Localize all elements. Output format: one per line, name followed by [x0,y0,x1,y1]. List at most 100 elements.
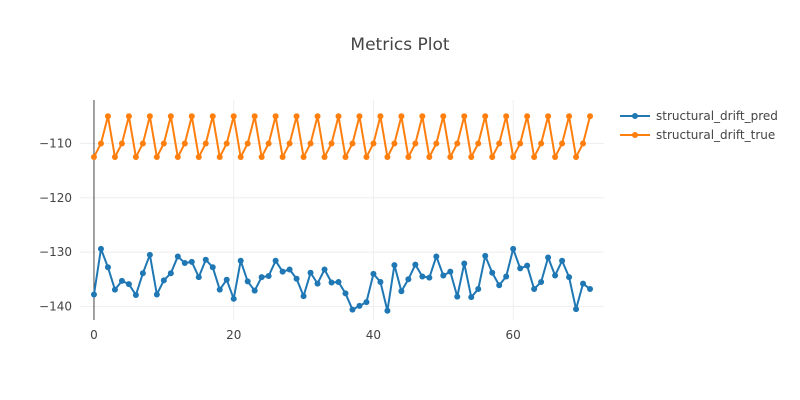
data-point[interactable] [174,154,181,161]
data-point[interactable] [111,286,118,293]
data-point[interactable] [279,268,286,275]
data-point[interactable] [391,262,398,269]
data-point[interactable] [314,280,321,287]
data-point[interactable] [510,154,517,161]
data-point[interactable] [258,154,265,161]
data-point[interactable] [342,290,349,297]
data-point[interactable] [104,264,111,271]
data-point[interactable] [188,258,195,265]
data-point[interactable] [503,113,510,120]
data-point[interactable] [538,278,545,285]
data-point[interactable] [419,273,426,280]
data-point[interactable] [461,260,468,267]
data-point[interactable] [104,113,111,120]
data-point[interactable] [146,251,153,258]
data-point[interactable] [160,277,167,284]
data-point[interactable] [517,140,524,147]
data-point[interactable] [426,274,433,281]
data-point[interactable] [363,299,370,306]
data-point[interactable] [566,113,573,120]
data-point[interactable] [489,154,496,161]
data-point[interactable] [314,113,321,120]
data-point[interactable] [335,113,342,120]
data-point[interactable] [90,291,97,298]
data-point[interactable] [580,280,587,287]
data-point[interactable] [153,154,160,161]
data-point[interactable] [377,278,384,285]
data-point[interactable] [118,277,125,284]
data-point[interactable] [454,293,461,300]
data-point[interactable] [230,113,237,120]
data-point[interactable] [426,154,433,161]
data-point[interactable] [202,140,209,147]
data-point[interactable] [167,270,174,277]
data-point[interactable] [188,113,195,120]
data-point[interactable] [293,275,300,282]
data-point[interactable] [300,293,307,300]
data-point[interactable] [496,140,503,147]
data-point[interactable] [272,257,279,264]
data-point[interactable] [300,154,307,161]
data-point[interactable] [363,154,370,161]
data-point[interactable] [370,270,377,277]
data-point[interactable] [286,266,293,273]
data-point[interactable] [237,154,244,161]
data-point[interactable] [258,274,265,281]
data-point[interactable] [321,266,328,273]
data-point[interactable] [251,287,258,294]
data-point[interactable] [328,140,335,147]
data-point[interactable] [272,113,279,120]
data-point[interactable] [587,113,594,120]
data-point[interactable] [90,154,97,161]
data-point[interactable] [223,276,230,283]
data-point[interactable] [517,265,524,272]
data-point[interactable] [524,113,531,120]
data-point[interactable] [447,268,454,275]
data-point[interactable] [181,140,188,147]
data-point[interactable] [405,276,412,283]
data-point[interactable] [496,282,503,289]
data-point[interactable] [468,154,475,161]
legend[interactable]: structural_drift_pred structural_drift_tr… [620,109,778,142]
data-point[interactable] [482,113,489,120]
data-point[interactable] [293,113,300,120]
data-point[interactable] [244,140,251,147]
data-point[interactable] [195,154,202,161]
data-point[interactable] [321,154,328,161]
data-point[interactable] [139,140,146,147]
data-point[interactable] [440,113,447,120]
data-point[interactable] [237,257,244,264]
data-point[interactable] [146,113,153,120]
data-point[interactable] [356,113,363,120]
data-point[interactable] [559,140,566,147]
data-point[interactable] [531,154,538,161]
data-point[interactable] [153,291,160,298]
data-point[interactable] [545,113,552,120]
legend-item[interactable]: structural_drift_true [620,128,775,142]
data-point[interactable] [307,140,314,147]
data-point[interactable] [580,140,587,147]
data-point[interactable] [419,113,426,120]
data-point[interactable] [349,306,356,313]
data-point[interactable] [265,140,272,147]
data-point[interactable] [489,269,496,276]
data-point[interactable] [566,274,573,281]
data-point[interactable] [573,154,580,161]
data-point[interactable] [209,113,216,120]
data-point[interactable] [251,113,258,120]
data-point[interactable] [552,154,559,161]
data-point[interactable] [482,252,489,259]
data-point[interactable] [335,278,342,285]
data-point[interactable] [174,253,181,260]
data-point[interactable] [524,262,531,269]
data-point[interactable] [545,254,552,261]
data-point[interactable] [468,294,475,301]
data-point[interactable] [531,286,538,293]
data-point[interactable] [440,272,447,279]
data-point[interactable] [202,256,209,263]
data-point[interactable] [307,269,314,276]
data-point[interactable] [391,140,398,147]
data-point[interactable] [125,113,132,120]
data-point[interactable] [97,140,104,147]
data-point[interactable] [412,140,419,147]
